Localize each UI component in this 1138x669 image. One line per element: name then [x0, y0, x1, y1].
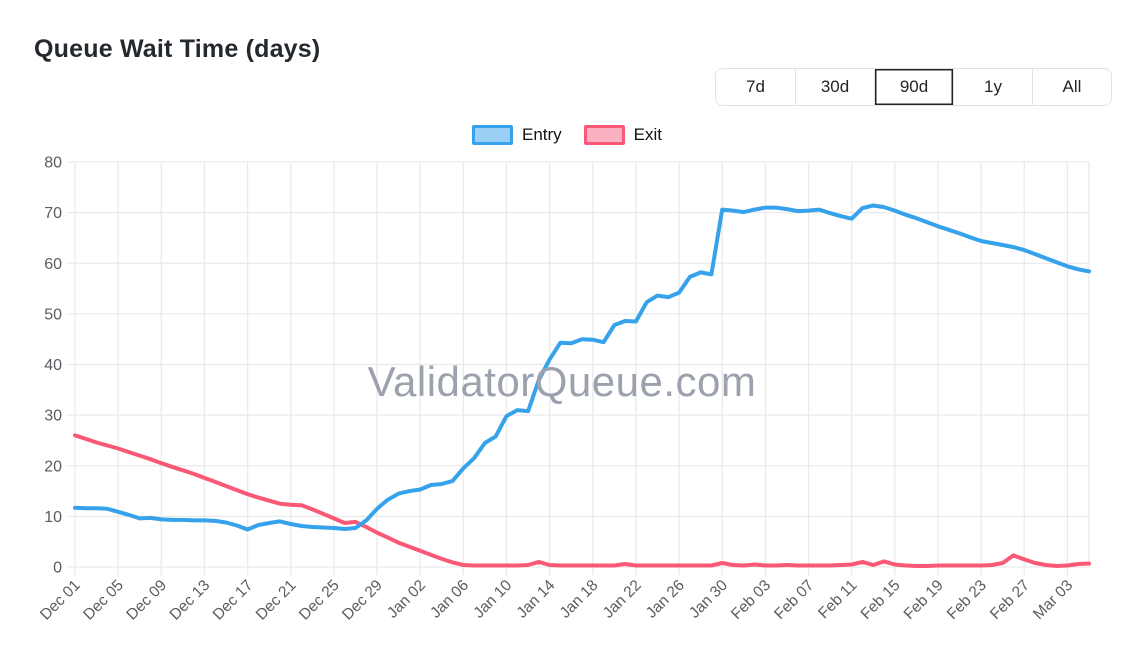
chart-legend: Entry Exit [471, 125, 663, 145]
range-button-90d[interactable]: 90d [874, 69, 953, 105]
x-tick-label: Mar 03 [1030, 577, 1076, 623]
x-tick-label: Jan 26 [643, 577, 688, 622]
x-tick-label: Feb 27 [987, 577, 1033, 623]
y-tick-label: 30 [44, 408, 62, 425]
x-tick-label: Dec 25 [296, 577, 343, 624]
x-tick-label: Dec 05 [80, 577, 127, 624]
legend-item-exit[interactable]: Exit [583, 125, 663, 145]
y-tick-label: 40 [44, 357, 62, 374]
exit-line [73, 433, 1091, 568]
watermark: ValidatorQueue.com [367, 358, 757, 405]
entry-swatch-icon [471, 125, 513, 145]
legend-item-entry[interactable]: Entry [471, 125, 562, 145]
range-button-7d[interactable]: 7d [716, 69, 795, 105]
range-button-all[interactable]: All [1032, 69, 1111, 105]
exit-swatch-icon [583, 125, 625, 145]
x-tick-label: Jan 18 [557, 577, 602, 622]
x-tick-label: Dec 17 [210, 577, 257, 624]
x-tick-label: Feb 07 [771, 577, 817, 623]
x-tick-label: Jan 22 [600, 577, 645, 622]
x-tick-label: Jan 14 [514, 577, 559, 622]
x-tick-label: Feb 11 [815, 577, 860, 622]
y-tick-label: 0 [53, 560, 62, 577]
x-tick-label: Feb 15 [858, 577, 904, 623]
x-tick-label: Feb 19 [901, 577, 947, 623]
x-tick-label: Feb 03 [728, 577, 774, 623]
y-tick-label: 50 [44, 306, 62, 323]
y-tick-label: 60 [44, 256, 62, 273]
x-tick-label: Jan 30 [686, 577, 731, 622]
exit-legend-label: Exit [633, 125, 663, 144]
y-tick-label: 20 [44, 458, 62, 475]
x-tick-label: Feb 23 [944, 577, 990, 623]
x-tick-label: Dec 01 [37, 577, 84, 624]
x-tick-label: Jan 10 [470, 577, 515, 622]
x-tick-label: Jan 02 [384, 577, 429, 622]
time-range-selector: 7d 30d 90d 1y All [715, 68, 1112, 106]
x-tick-label: Dec 13 [167, 577, 214, 624]
x-tick-label: Dec 29 [339, 577, 386, 624]
range-button-1y[interactable]: 1y [953, 69, 1032, 105]
range-button-30d[interactable]: 30d [795, 69, 874, 105]
y-tick-label: 10 [44, 509, 62, 526]
entry-legend-label: Entry [521, 125, 562, 144]
x-tick-label: Jan 06 [427, 577, 472, 622]
page-title: Queue Wait Time (days) [34, 34, 321, 63]
y-tick-label: 70 [44, 205, 62, 222]
x-tick-label: Dec 21 [253, 577, 300, 624]
x-tick-label: Dec 09 [123, 577, 170, 624]
y-tick-label: 80 [44, 155, 62, 172]
